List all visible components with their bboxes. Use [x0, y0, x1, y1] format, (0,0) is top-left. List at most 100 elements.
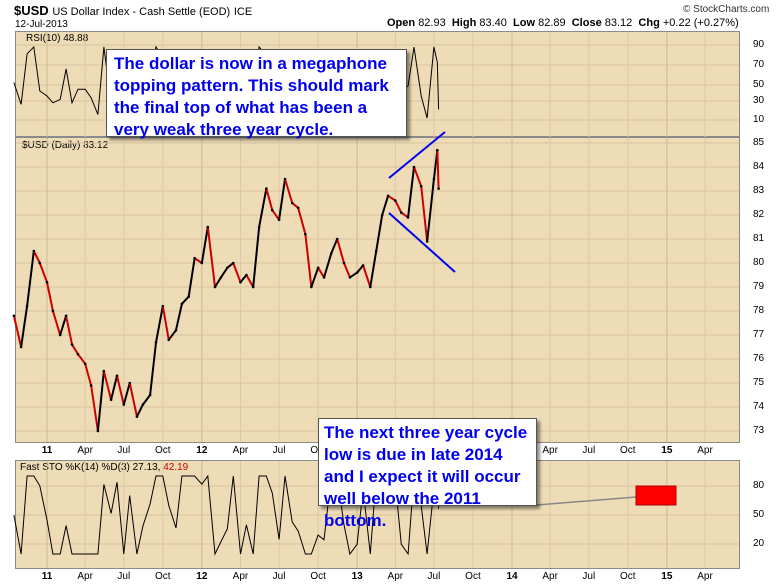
price-segment: [375, 214, 384, 252]
date-label: 12-Jul-2013: [15, 19, 68, 30]
x-tick-label-bottom: Apr: [77, 571, 93, 582]
price-label: $USD (Daily) 83.12: [22, 140, 109, 151]
price-segment: [349, 271, 358, 279]
price-point: [174, 328, 178, 332]
sto-label-d: 42.19: [163, 462, 189, 473]
price-segment: [90, 385, 99, 432]
price-segment: [239, 274, 248, 283]
price-segment: [317, 267, 325, 278]
price-segment: [116, 375, 125, 405]
price-point: [70, 343, 74, 346]
price-point: [148, 393, 152, 397]
price-point: [368, 285, 372, 289]
price-point: [335, 237, 339, 241]
price-point: [122, 403, 126, 406]
price-segment: [65, 315, 74, 345]
sto-tick-label: 80: [753, 480, 765, 491]
price-point: [342, 261, 346, 265]
price-segment: [278, 178, 287, 220]
price-point: [83, 362, 87, 366]
price-segment: [436, 150, 440, 189]
price-segment: [245, 274, 255, 288]
price-point: [167, 338, 171, 342]
x-tick-label: Jul: [117, 445, 131, 456]
price-point: [19, 345, 23, 349]
price-point: [161, 304, 165, 308]
x-tick-label-bottom: Apr: [542, 571, 558, 582]
price-point: [231, 261, 235, 265]
price-segment: [265, 188, 274, 211]
x-tick-label-bottom: 12: [196, 571, 208, 582]
price-point: [412, 165, 416, 169]
x-tick-label: Oct: [155, 445, 171, 456]
price-point: [277, 218, 281, 222]
price-segment: [232, 262, 242, 283]
price-point: [437, 187, 440, 190]
price-tick-label: 83: [753, 185, 765, 196]
price-segment: [59, 315, 68, 336]
price-segment: [362, 265, 372, 288]
price-segment: [271, 209, 280, 221]
price-segment: [330, 238, 339, 254]
x-tick-label-bottom: Oct: [620, 571, 636, 582]
low-value: 82.89: [538, 17, 566, 29]
price-segment: [304, 234, 313, 288]
sto-label: Fast STO %K(14) %D(3) 27.13, 42.19: [20, 462, 188, 473]
price-point: [386, 194, 390, 198]
price-segment: [51, 310, 62, 336]
price-point: [257, 225, 261, 229]
price-tick-label: 80: [753, 257, 765, 268]
price-point: [406, 216, 410, 219]
price-segment: [420, 186, 429, 242]
price-point: [270, 208, 274, 212]
price-point: [180, 302, 184, 306]
price-point: [58, 333, 62, 337]
price-point: [432, 177, 436, 181]
price-segment: [20, 306, 29, 348]
price-point: [206, 225, 210, 229]
price-point: [265, 187, 268, 190]
price-segment: [343, 262, 351, 278]
price-segment: [71, 344, 79, 355]
price-point: [102, 369, 106, 373]
x-tick-label-bottom: Apr: [232, 571, 249, 582]
x-tick-label-bottom: 11: [41, 571, 53, 582]
price-point: [135, 415, 139, 418]
price-point: [45, 280, 49, 284]
low-label: Low: [513, 17, 536, 29]
price-point: [226, 266, 229, 270]
price-point: [245, 273, 248, 277]
x-tick-label: Jul: [582, 445, 596, 456]
price-segment: [310, 267, 320, 288]
x-tick-label: Apr: [77, 445, 93, 456]
price-point: [109, 398, 113, 402]
high-label: High: [451, 17, 477, 29]
price-point: [200, 261, 204, 265]
callout-line: [536, 496, 637, 506]
price-segment: [102, 370, 113, 401]
x-tick-label-bottom: Apr: [697, 571, 713, 582]
x-tick-label-bottom: Oct: [310, 571, 326, 582]
price-segment: [26, 250, 35, 307]
top-annotation: The dollar is now in a megaphone topping…: [106, 49, 407, 139]
price-segment: [194, 257, 203, 264]
rsi-tick-label: 30: [753, 95, 765, 106]
price-segment: [381, 195, 390, 216]
price-point: [239, 280, 242, 284]
price-point: [419, 184, 423, 188]
price-tick-label: 82: [753, 209, 765, 220]
price-point: [193, 256, 196, 260]
price-segment: [297, 207, 307, 235]
x-tick-label-bottom: Apr: [387, 571, 404, 582]
close-label: Close: [571, 17, 602, 29]
rsi-tick-label: 10: [753, 114, 765, 125]
x-tick-label: Oct: [620, 445, 636, 456]
price-tick-label: 79: [753, 281, 765, 292]
price-point: [425, 240, 429, 243]
brand-logo: © StockCharts.com: [683, 4, 770, 15]
price-point: [187, 295, 191, 298]
x-tick-label-bottom: Jul: [427, 571, 441, 582]
price-point: [76, 352, 80, 356]
price-tick-label: 73: [753, 425, 765, 436]
